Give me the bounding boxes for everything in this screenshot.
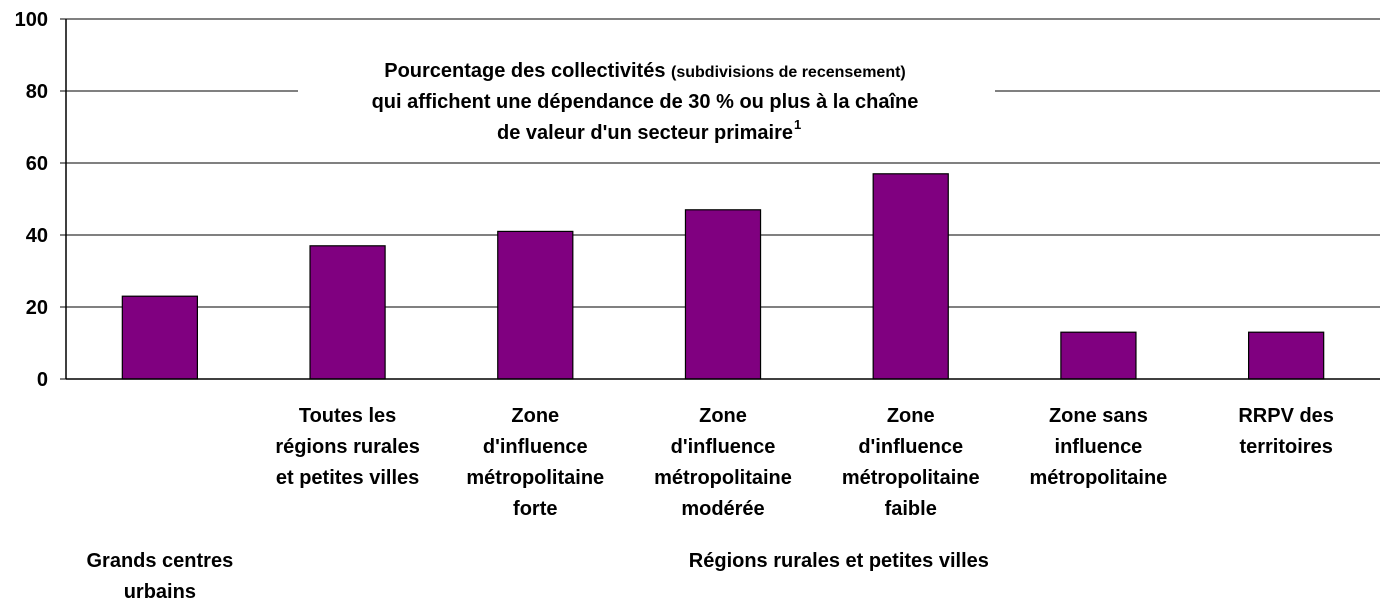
group-label: Régions rurales et petites villes xyxy=(689,550,989,572)
y-tick-label: 0 xyxy=(37,369,48,391)
bar xyxy=(1060,331,1137,380)
y-tick-label: 40 xyxy=(26,225,48,247)
title-note: (subdivisions de recensement) xyxy=(671,64,906,81)
y-tick-label: 60 xyxy=(26,153,48,175)
chart-title-rest: qui affichent une dépendance de 30 % ou … xyxy=(372,91,919,144)
title-background xyxy=(298,52,995,152)
bar xyxy=(872,173,949,380)
x-tick-label: RRPV des territoires xyxy=(1238,405,1334,458)
x-tick-label: Zone d'influence métropolitaine forte xyxy=(466,405,604,520)
y-tick-label: 80 xyxy=(26,81,48,103)
title-main: Pourcentage des collectivités xyxy=(384,60,671,82)
bar xyxy=(309,245,386,380)
x-tick-label: Zone sans influence métropolitaine xyxy=(1030,405,1168,489)
group-label: Grands centres urbains xyxy=(86,550,233,599)
bar xyxy=(121,295,199,380)
bar xyxy=(684,209,762,380)
y-tick-label: 100 xyxy=(15,9,48,31)
bar xyxy=(497,230,574,380)
x-tick-label: Zone d'influence métropolitaine modérée xyxy=(654,405,792,520)
footnote-mark: 1 xyxy=(794,117,801,132)
y-tick-label: 20 xyxy=(26,297,48,319)
chart-title: Pourcentage des collectivités (subdivisi… xyxy=(384,60,906,82)
bar xyxy=(1247,331,1325,380)
x-tick-label: Toutes les régions rurales et petites vill… xyxy=(275,405,420,489)
x-tick-label: Zone d'influence métropolitaine faible xyxy=(842,405,980,520)
